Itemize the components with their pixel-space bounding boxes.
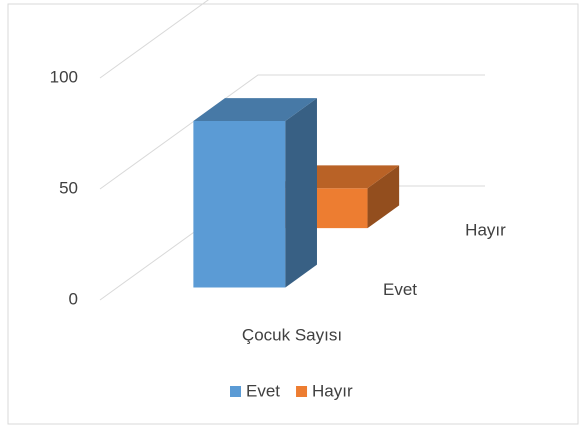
grid-line — [99, 0, 209, 79]
bar-top — [193, 98, 317, 121]
legend-swatch — [296, 386, 308, 397]
y-tick-label: 100 — [50, 67, 78, 86]
bar-front — [193, 120, 286, 288]
grid-line — [99, 74, 485, 190]
legend-label: Hayır — [312, 381, 353, 400]
x-tick-label: Çocuk Sayısı — [242, 325, 342, 344]
legend-swatch — [230, 386, 241, 397]
depth-label: Evet — [383, 280, 417, 299]
legend-label: Evet — [246, 381, 280, 400]
depth-label: Hayır — [465, 221, 506, 240]
bar-side — [285, 98, 317, 288]
y-tick-label: 0 — [69, 289, 78, 308]
y-tick-label: 50 — [59, 178, 78, 197]
bar-side — [367, 165, 400, 229]
